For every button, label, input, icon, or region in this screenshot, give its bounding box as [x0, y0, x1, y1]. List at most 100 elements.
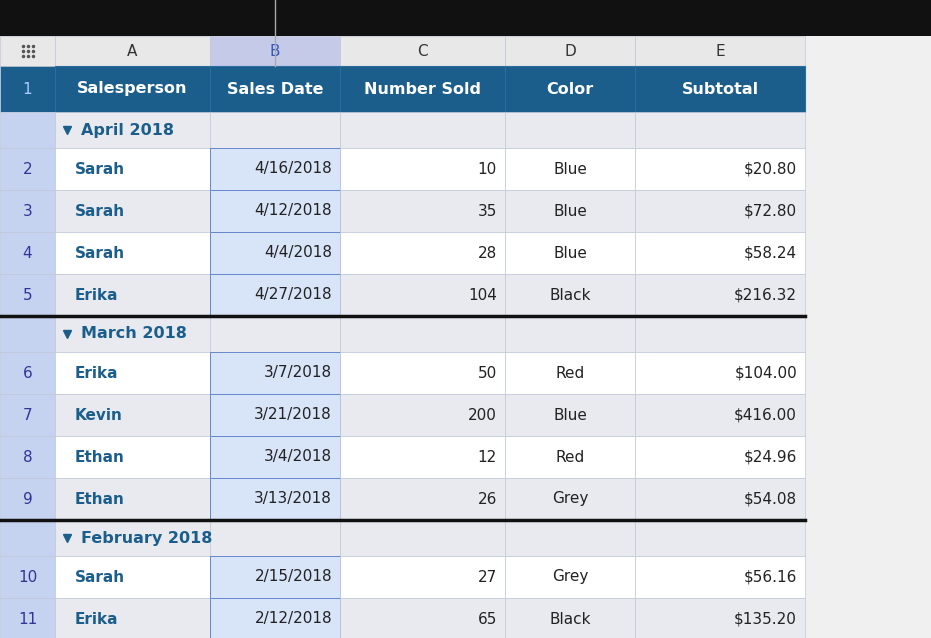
Text: 3/7/2018: 3/7/2018 — [263, 366, 332, 380]
Text: 4: 4 — [22, 246, 33, 260]
Text: Sales Date: Sales Date — [227, 82, 323, 96]
Bar — [0, 598, 55, 638]
Text: 3/13/2018: 3/13/2018 — [254, 491, 332, 507]
Bar — [0, 232, 55, 274]
Bar — [340, 66, 505, 112]
Bar — [0, 66, 55, 112]
Bar — [210, 352, 340, 394]
Bar — [0, 478, 55, 520]
Text: 11: 11 — [18, 611, 37, 627]
Text: $72.80: $72.80 — [744, 204, 797, 218]
Text: Erika: Erika — [75, 611, 118, 627]
Text: 35: 35 — [478, 204, 497, 218]
Bar — [0, 190, 55, 232]
Bar — [55, 36, 210, 66]
Text: March 2018: March 2018 — [81, 327, 187, 341]
Bar — [340, 274, 505, 316]
Bar — [55, 274, 210, 316]
Bar — [55, 66, 210, 112]
Bar — [505, 190, 635, 232]
Text: Blue: Blue — [553, 204, 587, 218]
Text: A: A — [128, 43, 138, 59]
Bar — [635, 148, 805, 190]
Text: Subtotal: Subtotal — [681, 82, 759, 96]
Bar — [0, 352, 55, 394]
Bar — [0, 112, 55, 148]
Text: Salesperson: Salesperson — [77, 82, 188, 96]
Bar — [635, 112, 805, 148]
Bar — [55, 478, 210, 520]
Text: 50: 50 — [478, 366, 497, 380]
Bar — [210, 232, 340, 274]
Text: 3: 3 — [22, 204, 33, 218]
Bar — [210, 598, 340, 638]
Bar — [635, 436, 805, 478]
Text: $104.00: $104.00 — [735, 366, 797, 380]
Text: 1: 1 — [22, 82, 33, 96]
Bar — [55, 232, 210, 274]
Text: Grey: Grey — [552, 491, 588, 507]
Bar — [635, 598, 805, 638]
Bar — [340, 112, 505, 148]
Bar — [340, 556, 505, 598]
Text: Blue: Blue — [553, 161, 587, 177]
Bar — [55, 352, 210, 394]
Text: Color: Color — [546, 82, 594, 96]
Text: 8: 8 — [22, 450, 33, 464]
Bar — [635, 66, 805, 112]
Bar — [0, 394, 55, 436]
Text: 65: 65 — [478, 611, 497, 627]
Text: Number Sold: Number Sold — [364, 82, 481, 96]
Bar — [0, 274, 55, 316]
Bar — [55, 598, 210, 638]
Bar — [0, 316, 55, 352]
Bar — [340, 316, 505, 352]
Text: Ethan: Ethan — [75, 491, 125, 507]
Text: Sarah: Sarah — [75, 246, 125, 260]
Text: 12: 12 — [478, 450, 497, 464]
Bar — [505, 478, 635, 520]
Bar — [505, 394, 635, 436]
Bar — [0, 0, 931, 36]
Bar — [340, 598, 505, 638]
Text: $216.32: $216.32 — [734, 288, 797, 302]
Text: $135.20: $135.20 — [735, 611, 797, 627]
Bar — [505, 148, 635, 190]
Text: D: D — [564, 43, 576, 59]
Bar — [55, 316, 210, 352]
Bar — [505, 556, 635, 598]
Bar — [505, 36, 635, 66]
Text: 2: 2 — [22, 161, 33, 177]
Text: 9: 9 — [22, 491, 33, 507]
Bar — [0, 36, 55, 66]
Bar — [55, 112, 210, 148]
Text: 7: 7 — [22, 408, 33, 422]
Bar — [55, 436, 210, 478]
Bar — [340, 394, 505, 436]
Bar — [0, 148, 55, 190]
Bar — [210, 556, 340, 598]
Bar — [0, 556, 55, 598]
Text: 28: 28 — [478, 246, 497, 260]
Text: 4/27/2018: 4/27/2018 — [254, 288, 332, 302]
Bar — [210, 478, 340, 520]
Text: Red: Red — [556, 450, 585, 464]
Text: $24.96: $24.96 — [744, 450, 797, 464]
Text: 2/12/2018: 2/12/2018 — [254, 611, 332, 627]
Text: Ethan: Ethan — [75, 450, 125, 464]
Text: Erika: Erika — [75, 366, 118, 380]
Text: 27: 27 — [478, 570, 497, 584]
Bar — [505, 232, 635, 274]
Bar — [505, 352, 635, 394]
Bar — [505, 316, 635, 352]
Bar — [635, 316, 805, 352]
Text: Blue: Blue — [553, 246, 587, 260]
Text: $20.80: $20.80 — [744, 161, 797, 177]
Text: 5: 5 — [22, 288, 33, 302]
Text: 6: 6 — [22, 366, 33, 380]
Text: Sarah: Sarah — [75, 570, 125, 584]
Bar — [635, 394, 805, 436]
Bar — [635, 232, 805, 274]
Text: Grey: Grey — [552, 570, 588, 584]
Bar — [505, 520, 635, 556]
